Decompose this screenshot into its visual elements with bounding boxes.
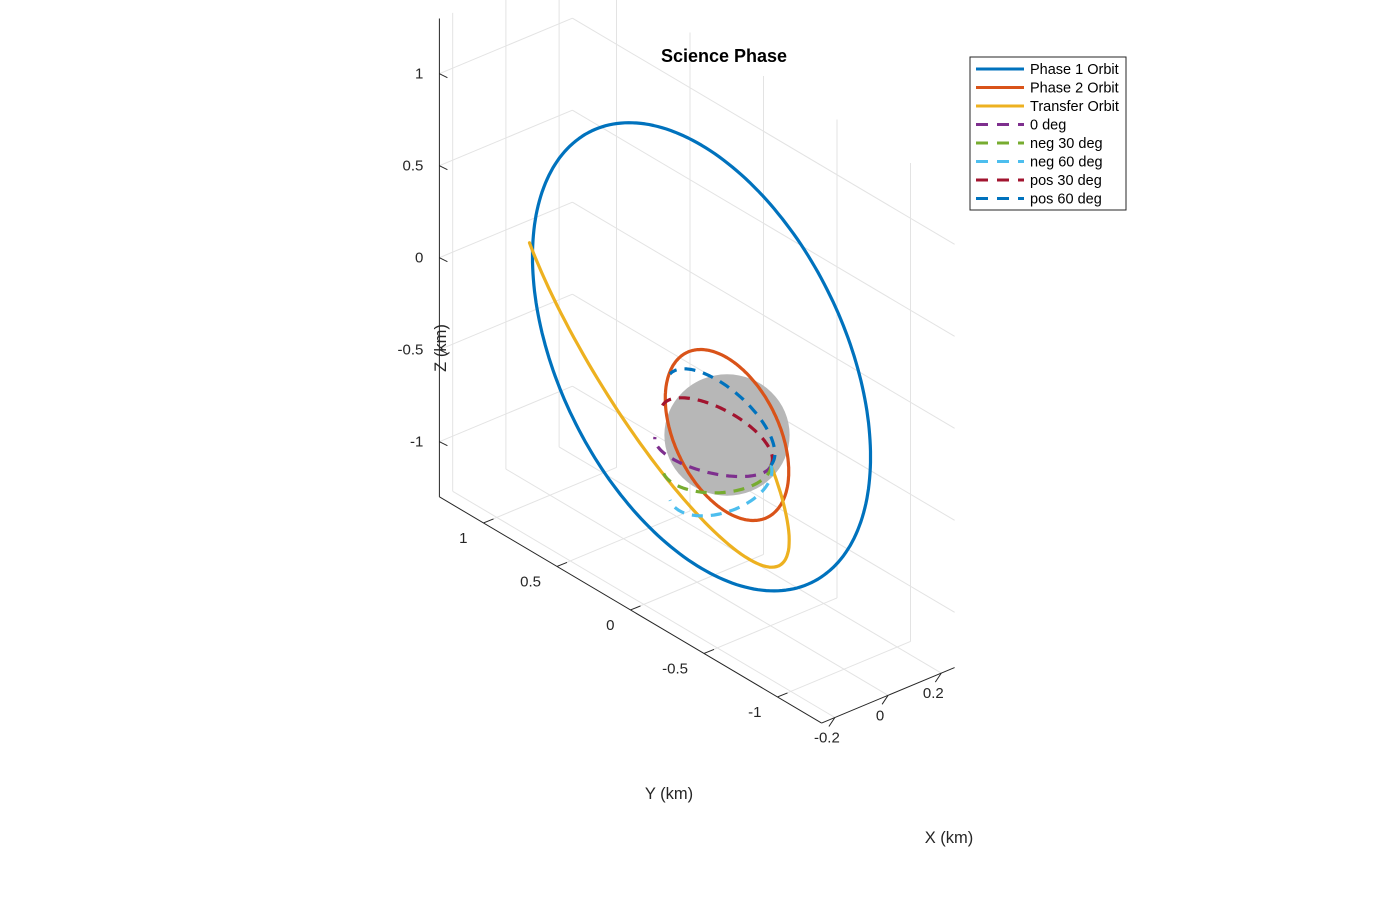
series-transfer-orbit xyxy=(527,241,791,569)
asteroid-sphere xyxy=(664,374,790,496)
series-phase-1-orbit xyxy=(530,121,873,593)
series-neg-60-deg xyxy=(668,464,774,518)
grid-line xyxy=(572,385,955,613)
y-tick-label: 0.5 xyxy=(520,573,541,590)
series-neg-30-deg xyxy=(660,464,773,495)
grid-line xyxy=(439,201,573,259)
legend-box xyxy=(969,56,1127,211)
y-tick-mark xyxy=(630,605,641,611)
y-tick-label: -1 xyxy=(748,704,761,721)
tick-labels: -0.2 0 0.2 1 0.5 0 -0.5 -1 1 0.5 0 -0.5 -1 xyxy=(398,66,944,747)
z-tick-label: 0 xyxy=(415,250,423,267)
y-tick-mark xyxy=(777,692,788,698)
grid-line xyxy=(439,17,573,75)
x-tick-mark xyxy=(828,717,836,727)
grid-line xyxy=(572,201,955,429)
legend-entry: Phase 2 Orbit xyxy=(1030,81,1119,97)
z-tick-mark xyxy=(439,165,448,171)
orbit-series xyxy=(527,121,873,593)
z-tick-label: 1 xyxy=(415,66,423,83)
grid-line xyxy=(483,466,617,524)
grid-line xyxy=(439,109,573,167)
z-axis-label: Z (km) xyxy=(432,324,450,372)
grid-line xyxy=(439,293,573,351)
legend-entry: neg 30 deg xyxy=(1030,136,1103,152)
z-tick-mark xyxy=(439,257,448,263)
legend: Phase 1 Orbit Phase 2 Orbit Transfer Orbit… xyxy=(969,56,1127,211)
z-tick-label: -1 xyxy=(410,434,423,451)
grid-line xyxy=(703,597,838,654)
x-tick-label: -0.2 xyxy=(814,730,840,747)
asteroid-body xyxy=(664,374,790,496)
z-tick-mark xyxy=(439,73,448,79)
grid-line xyxy=(777,640,911,698)
z-tick-label: 0.5 xyxy=(403,158,424,175)
legend-entry: Phase 1 Orbit xyxy=(1030,62,1119,78)
grid-line xyxy=(556,510,691,567)
grid-line xyxy=(630,553,764,611)
y-tick-mark xyxy=(483,518,494,524)
x-tick-mark xyxy=(881,695,889,705)
x-axis-label: X (km) xyxy=(925,829,974,847)
series-pos-60-deg xyxy=(668,367,777,467)
y-tick-mark xyxy=(703,648,715,654)
z-tick-label: -0.5 xyxy=(398,342,424,359)
z-tick-mark xyxy=(439,441,448,447)
legend-entry: 0 deg xyxy=(1030,118,1066,134)
legend-entry: Transfer Orbit xyxy=(1030,99,1119,115)
legend-entry: pos 30 deg xyxy=(1030,173,1102,189)
y-tick-label: 1 xyxy=(459,530,467,547)
z-tick-mark xyxy=(439,349,448,355)
legend-entry: pos 60 deg xyxy=(1030,192,1102,208)
y-tick-mark xyxy=(556,561,568,567)
grid-lines xyxy=(439,0,955,718)
chart-title: Science Phase xyxy=(661,46,787,66)
axes xyxy=(438,18,955,727)
y-tick-label: -0.5 xyxy=(662,660,688,677)
y-axis-label: Y (km) xyxy=(645,785,693,803)
x-tick-mark xyxy=(934,672,942,683)
y-tick-label: 0 xyxy=(606,617,614,634)
grid-line xyxy=(439,385,573,443)
grid-line xyxy=(572,109,955,337)
series-0-deg xyxy=(653,436,773,479)
legend-entry: neg 60 deg xyxy=(1030,155,1103,171)
x-tick-label: 0.2 xyxy=(923,685,944,702)
x-tick-label: 0 xyxy=(876,707,884,724)
grid-line xyxy=(572,17,955,245)
series-phase-2-orbit xyxy=(663,347,791,523)
